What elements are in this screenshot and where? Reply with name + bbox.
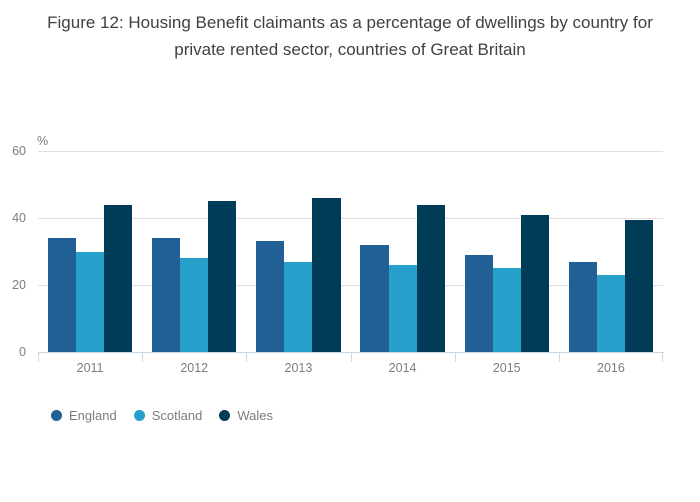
legend: England Scotland Wales — [51, 408, 273, 423]
bar-scotland-2012[interactable] — [180, 258, 209, 352]
x-axis-tick — [662, 353, 663, 362]
legend-label-scotland: Scotland — [151, 408, 203, 423]
plot-area — [38, 150, 664, 362]
x-axis-line — [38, 352, 664, 353]
bar-england-2015[interactable] — [464, 254, 493, 352]
bar-wales-2016[interactable] — [624, 219, 654, 352]
x-tick-label-2016: 2016 — [597, 361, 625, 375]
x-tick-label-2015: 2015 — [492, 361, 521, 375]
bar-england-2014[interactable] — [360, 244, 389, 352]
bar-scotland-2013[interactable] — [284, 261, 313, 352]
x-axis-tick — [350, 353, 352, 362]
y-tick-label-40: 40 — [12, 210, 26, 225]
bar-wales-2015[interactable] — [520, 214, 549, 352]
legend-marker-england-icon — [51, 410, 62, 421]
legend-marker-wales-icon — [219, 410, 231, 421]
chart-title: Figure 12: Housing Benefit claimants as … — [47, 13, 653, 59]
x-axis-tick — [246, 353, 248, 362]
bar-wales-2014[interactable] — [416, 204, 445, 352]
x-axis-tick — [142, 353, 144, 362]
x-tick-label-2012: 2012 — [180, 361, 209, 375]
bar-england-2013[interactable] — [256, 241, 285, 352]
bar-wales-2012[interactable] — [208, 201, 237, 352]
bar-scotland-2014[interactable] — [388, 264, 417, 352]
x-axis-tick — [558, 353, 560, 362]
bar-wales-2011[interactable] — [104, 204, 133, 352]
y-axis-unit-label: % — [37, 134, 49, 148]
legend-item-wales[interactable]: Wales — [219, 408, 273, 423]
legend-item-england[interactable]: England — [51, 408, 117, 423]
gridline-60 — [38, 150, 663, 152]
bar-england-2016[interactable] — [568, 261, 597, 352]
bar-wales-2013[interactable] — [312, 197, 341, 352]
gridline-20 — [38, 284, 663, 286]
bar-england-2012[interactable] — [152, 238, 181, 352]
y-tick-label-20: 20 — [12, 277, 26, 292]
legend-item-scotland[interactable]: Scotland — [133, 408, 203, 423]
x-tick-label-2011: 2011 — [76, 361, 104, 375]
legend-marker-scotland-icon — [133, 410, 145, 421]
bar-england-2011[interactable] — [47, 238, 77, 352]
legend-label-england: England — [69, 408, 117, 423]
x-axis-tick — [454, 353, 456, 362]
bar-scotland-2011[interactable] — [76, 251, 105, 352]
legend-label-wales: Wales — [237, 408, 273, 423]
bar-scotland-2016[interactable] — [596, 274, 625, 352]
x-axis-tick — [38, 353, 39, 362]
bar-scotland-2015[interactable] — [492, 268, 521, 352]
gridline-40 — [38, 217, 663, 219]
x-tick-label-2013: 2013 — [284, 361, 313, 375]
x-tick-label-2014: 2014 — [388, 361, 417, 375]
y-tick-label-0: 0 — [19, 344, 26, 359]
y-tick-label-60: 60 — [12, 143, 26, 158]
